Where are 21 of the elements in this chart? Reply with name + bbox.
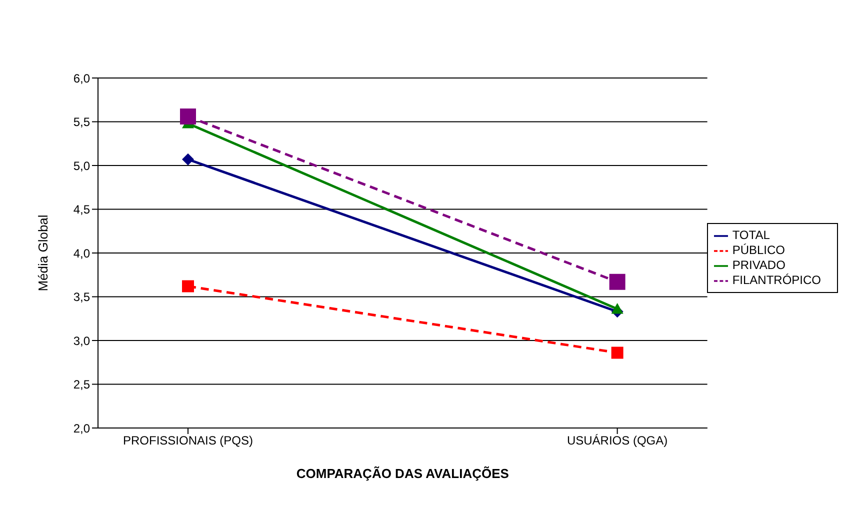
- y-tick-label: 2,5: [73, 378, 90, 392]
- x-tick-label: USUÁRIOS (QGA): [566, 434, 668, 448]
- y-tick-label: 5,0: [73, 158, 90, 173]
- x-axis-title: COMPARAÇÃO DAS AVALIAÇÕES: [296, 466, 510, 481]
- legend-label: PRIVADO: [732, 258, 786, 272]
- legend-label: FILANTRÓPICO: [732, 272, 821, 287]
- y-tick-label: 4,0: [73, 246, 90, 260]
- x-tick-label: PROFISSIONAIS (PQS): [122, 434, 254, 448]
- legend-label: PÚBLICO: [732, 243, 785, 258]
- y-tick-label: 4,5: [73, 202, 90, 217]
- point: [182, 153, 194, 166]
- legend-label: TOTAL: [732, 228, 770, 242]
- y-tick-label: 3,0: [73, 334, 90, 348]
- y-tick-label: 6,0: [73, 71, 90, 86]
- y-tick-label: 2,0: [73, 421, 90, 436]
- y-axis-title: Média Global: [36, 214, 51, 292]
- y-tick-label: 3,5: [73, 290, 90, 304]
- point: [609, 274, 626, 290]
- point: [182, 280, 194, 292]
- y-tick-label: 5,5: [73, 115, 90, 130]
- point: [611, 346, 624, 359]
